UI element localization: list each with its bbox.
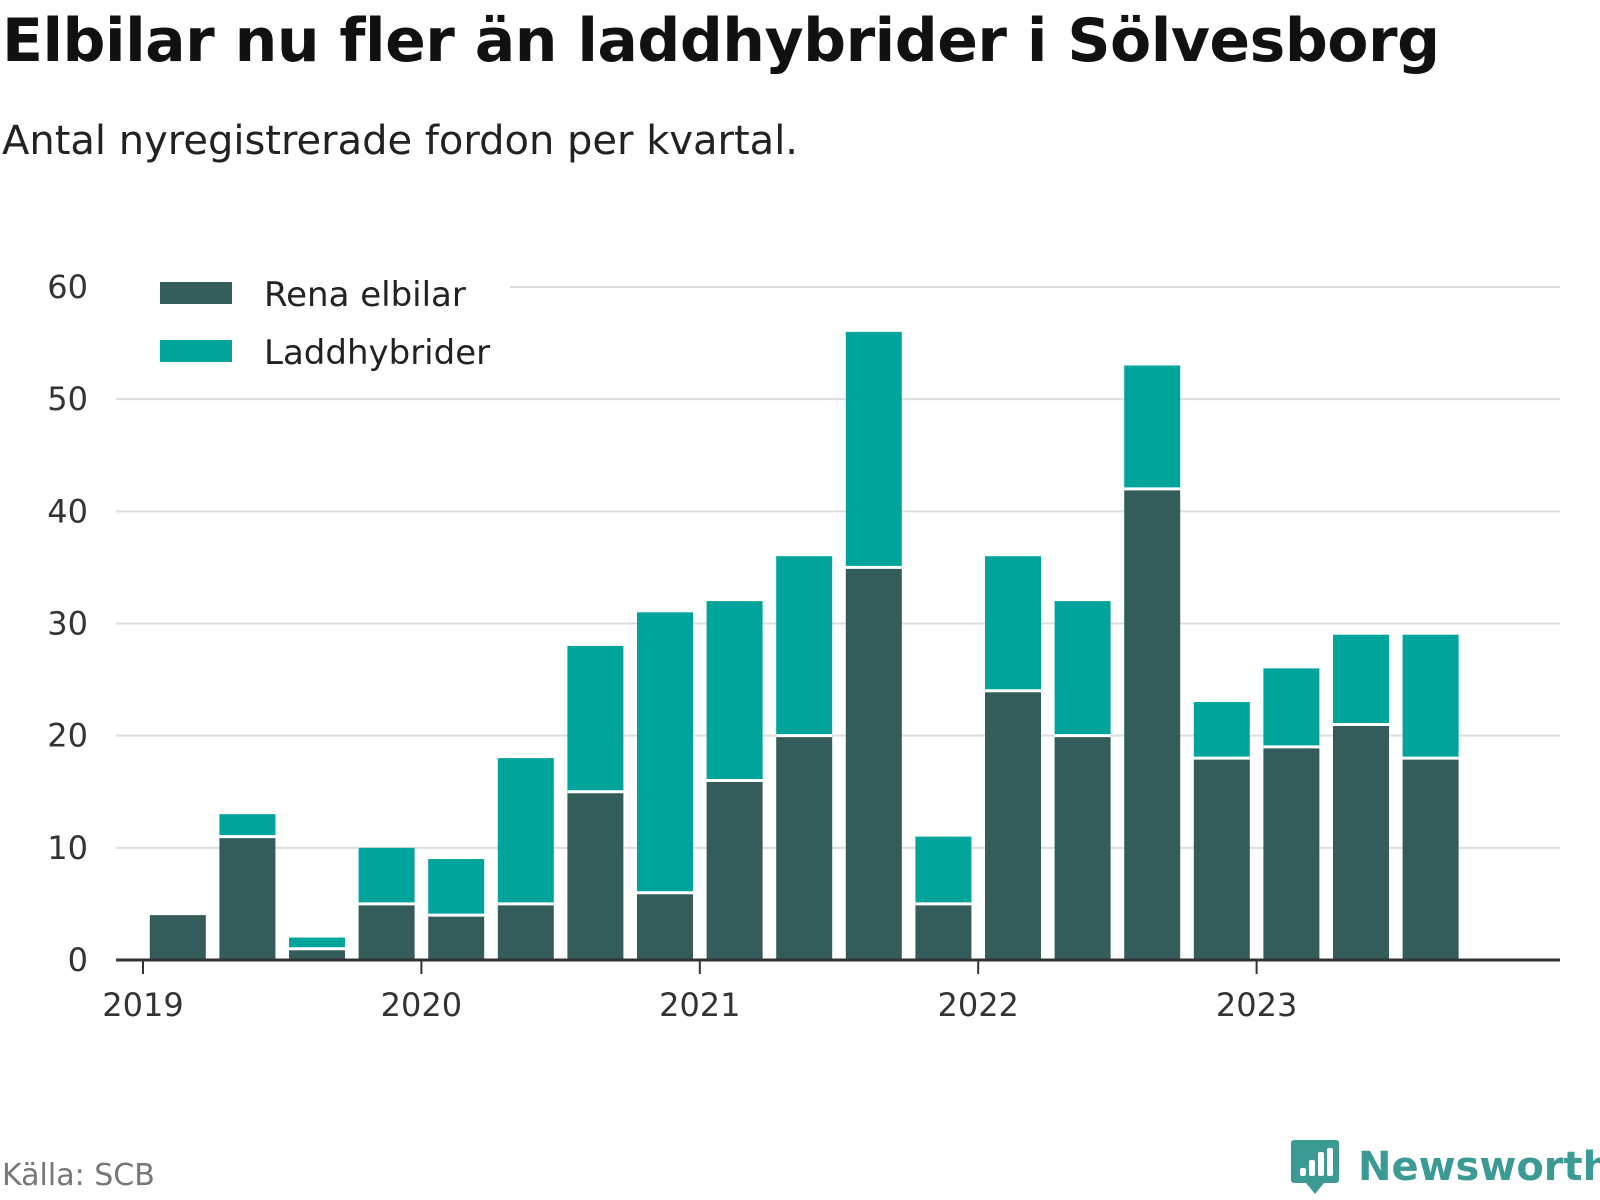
- bar-laddhybrider-2021-q4: [915, 836, 972, 904]
- chart-subtitle: Antal nyregistrerade fordon per kvartal.: [2, 118, 799, 164]
- bar-rena-elbilar-2019-q4: [358, 903, 415, 960]
- bar-laddhybrider-2021-q3: [845, 331, 902, 568]
- y-axis: 0 10 20 30 40 50 60: [47, 268, 88, 979]
- bar-rena-elbilar-2020-q4: [637, 892, 693, 960]
- brand-logo: Newsworthy: [1290, 1138, 1600, 1196]
- bar-rena-elbilar-2019-q1: [149, 915, 206, 960]
- legend-swatch-laddhybrider: [160, 340, 232, 362]
- bar-laddhybrider-2020-q2: [497, 758, 554, 904]
- brand-name: Newsworthy: [1358, 1144, 1600, 1190]
- bar-laddhybrider-2019-q3: [289, 937, 345, 949]
- x-axis: 2019 2020 2021 2022 2023: [102, 958, 1560, 1024]
- y-tick-label: 30: [47, 605, 88, 643]
- bar-laddhybrider-2022-q3: [1124, 365, 1181, 489]
- bar-rena-elbilar-2021-q3: [845, 567, 902, 960]
- bar-laddhybrider-2022-q2: [1054, 601, 1111, 736]
- bar-rena-elbilar-2022-q1: [985, 690, 1041, 960]
- bar-laddhybrider-2022-q4: [1193, 702, 1250, 759]
- bar-rena-elbilar-2020-q2: [497, 903, 554, 960]
- chart-title: Elbilar nu fler än laddhybrider i Sölves…: [2, 6, 1440, 76]
- legend: Rena elbilar Laddhybrider: [108, 258, 510, 376]
- bar-rena-elbilar-2022-q2: [1054, 735, 1111, 960]
- bar-laddhybrider-2022-q1: [985, 556, 1041, 691]
- bar-rena-elbilar-2019-q2: [219, 836, 276, 960]
- bar-laddhybrider-2019-q2: [219, 814, 276, 837]
- bar-laddhybrider-2020-q4: [637, 612, 693, 893]
- bar-laddhybrider-2023-q1: [1263, 668, 1320, 747]
- bar-rena-elbilar-2020-q1: [428, 915, 485, 960]
- bar-rena-elbilar-2023-q1: [1263, 746, 1320, 960]
- y-tick-label: 40: [47, 492, 88, 530]
- y-tick-label: 10: [47, 829, 88, 867]
- x-tick-label-2023: 2023: [1216, 986, 1297, 1024]
- bars: [149, 331, 1459, 960]
- bar-rena-elbilar-2021-q4: [915, 903, 972, 960]
- legend-label-laddhybrider: Laddhybrider: [264, 333, 490, 373]
- y-tick-label: 60: [47, 268, 88, 306]
- bar-rena-elbilar-2021-q1: [706, 780, 763, 960]
- bar-laddhybrider-2020-q1: [428, 859, 485, 916]
- bar-laddhybrider-2023-q2: [1333, 634, 1389, 725]
- bar-chart: 0 10 20 30 40 50 60 2019 2020 2021 2022 2023 Rena …: [47, 258, 1560, 1024]
- bar-laddhybrider-2021-q2: [776, 556, 833, 736]
- x-tick-label-2022: 2022: [937, 986, 1018, 1024]
- newsworthy-logo-icon: [1291, 1140, 1339, 1194]
- bar-rena-elbilar-2023-q3: [1402, 758, 1459, 960]
- y-tick-label: 0: [68, 941, 88, 979]
- bar-rena-elbilar-2022-q4: [1193, 758, 1250, 960]
- bar-laddhybrider-2021-q1: [706, 601, 763, 781]
- bar-rena-elbilar-2021-q2: [776, 735, 833, 960]
- x-tick-label-2021: 2021: [659, 986, 740, 1024]
- y-tick-label: 20: [47, 717, 88, 755]
- legend-label-rena-elbilar: Rena elbilar: [264, 275, 466, 315]
- y-tick-label: 50: [47, 380, 88, 418]
- bar-rena-elbilar-2019-q3: [289, 948, 345, 960]
- bar-rena-elbilar-2020-q3: [567, 791, 624, 960]
- x-tick-label-2019: 2019: [102, 986, 183, 1024]
- bar-laddhybrider-2023-q3: [1402, 634, 1459, 759]
- source-note: Källa: SCB: [2, 1158, 155, 1193]
- bar-laddhybrider-2019-q4: [358, 847, 415, 904]
- legend-swatch-rena-elbilar: [160, 282, 232, 304]
- bar-laddhybrider-2020-q3: [567, 645, 624, 792]
- bar-rena-elbilar-2022-q3: [1124, 488, 1181, 960]
- x-tick-label-2020: 2020: [381, 986, 462, 1024]
- bar-rena-elbilar-2023-q2: [1333, 724, 1389, 960]
